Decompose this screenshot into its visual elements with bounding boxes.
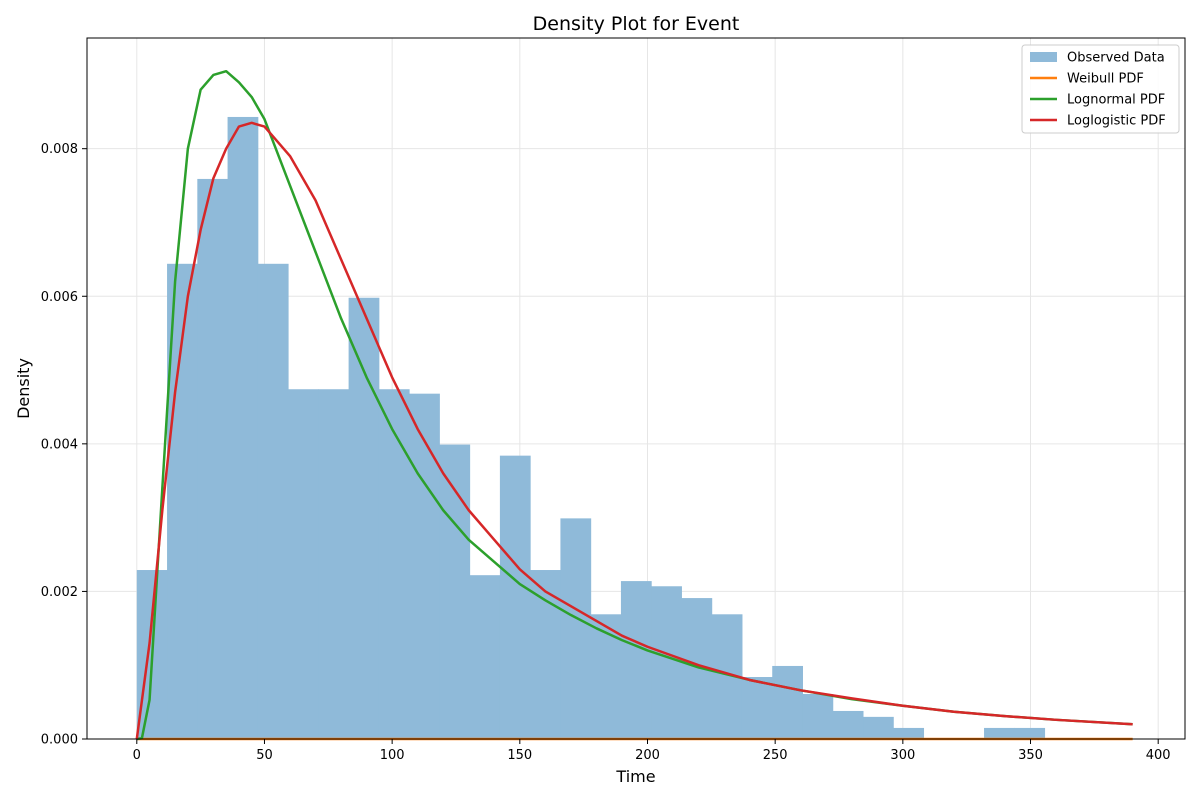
histogram-bar [863, 716, 894, 739]
legend-label: Loglogistic PDF [1067, 114, 1166, 129]
x-tick-label: 200 [635, 748, 660, 763]
axis-ticks: 0 50 100 150 200 250 300 350 400 0.000 0.002 0.004 0… [41, 142, 1171, 763]
y-tick-label: 0.002 [41, 585, 78, 600]
histogram-bar [197, 178, 229, 740]
histogram-bar [1014, 727, 1046, 739]
x-tick-label: 100 [380, 748, 405, 763]
y-tick-label: 0.008 [41, 142, 78, 157]
histogram-bar [772, 665, 803, 739]
legend-box [1021, 44, 1180, 134]
legend-label: Observed Data [1067, 51, 1165, 66]
x-tick-label: 0 [133, 748, 141, 763]
histogram-bars [136, 116, 1046, 740]
histogram-bar [469, 575, 501, 739]
x-axis-label: Time [615, 767, 655, 786]
legend-label: Weibull PDF [1067, 72, 1144, 87]
histogram-bar [802, 693, 834, 739]
x-tick-label: 250 [763, 748, 788, 763]
histogram-bar [741, 677, 773, 739]
histogram-bar [620, 581, 652, 739]
y-tick-label: 0.000 [41, 733, 78, 748]
histogram-bar [499, 455, 531, 739]
histogram-bar [409, 393, 440, 739]
histogram-bar [288, 389, 319, 739]
histogram-bar [318, 389, 350, 739]
y-tick-label: 0.006 [41, 290, 78, 305]
histogram-bar [651, 586, 682, 739]
histogram-bar [227, 116, 259, 740]
y-axis-label: Density [14, 358, 33, 419]
histogram-bar [378, 389, 410, 739]
x-tick-label: 150 [507, 748, 532, 763]
y-tick-label: 0.004 [41, 437, 78, 452]
histogram-bar [893, 727, 925, 739]
legend-label: Lognormal PDF [1067, 93, 1165, 108]
x-tick-label: 350 [1018, 748, 1043, 763]
plot-area-frame [86, 37, 1186, 740]
x-tick-label: 300 [890, 748, 915, 763]
histogram-bar [560, 518, 592, 739]
loglogistic-pdf-line [135, 121, 1133, 740]
histogram-bar [590, 614, 622, 739]
legend-swatch [1030, 52, 1057, 62]
x-tick-label: 50 [256, 748, 273, 763]
chart-title: Density Plot for Event [533, 13, 740, 35]
histogram-bar [530, 570, 561, 739]
legend: Observed Data Weibull PDF Lognormal PDF Log… [1021, 44, 1180, 134]
histogram-bar [984, 727, 1015, 739]
histogram-bar [257, 263, 289, 739]
histogram-bar [832, 710, 864, 739]
x-tick-label: 400 [1146, 748, 1171, 763]
histogram-bar [348, 297, 380, 739]
histogram-bar [439, 444, 471, 739]
